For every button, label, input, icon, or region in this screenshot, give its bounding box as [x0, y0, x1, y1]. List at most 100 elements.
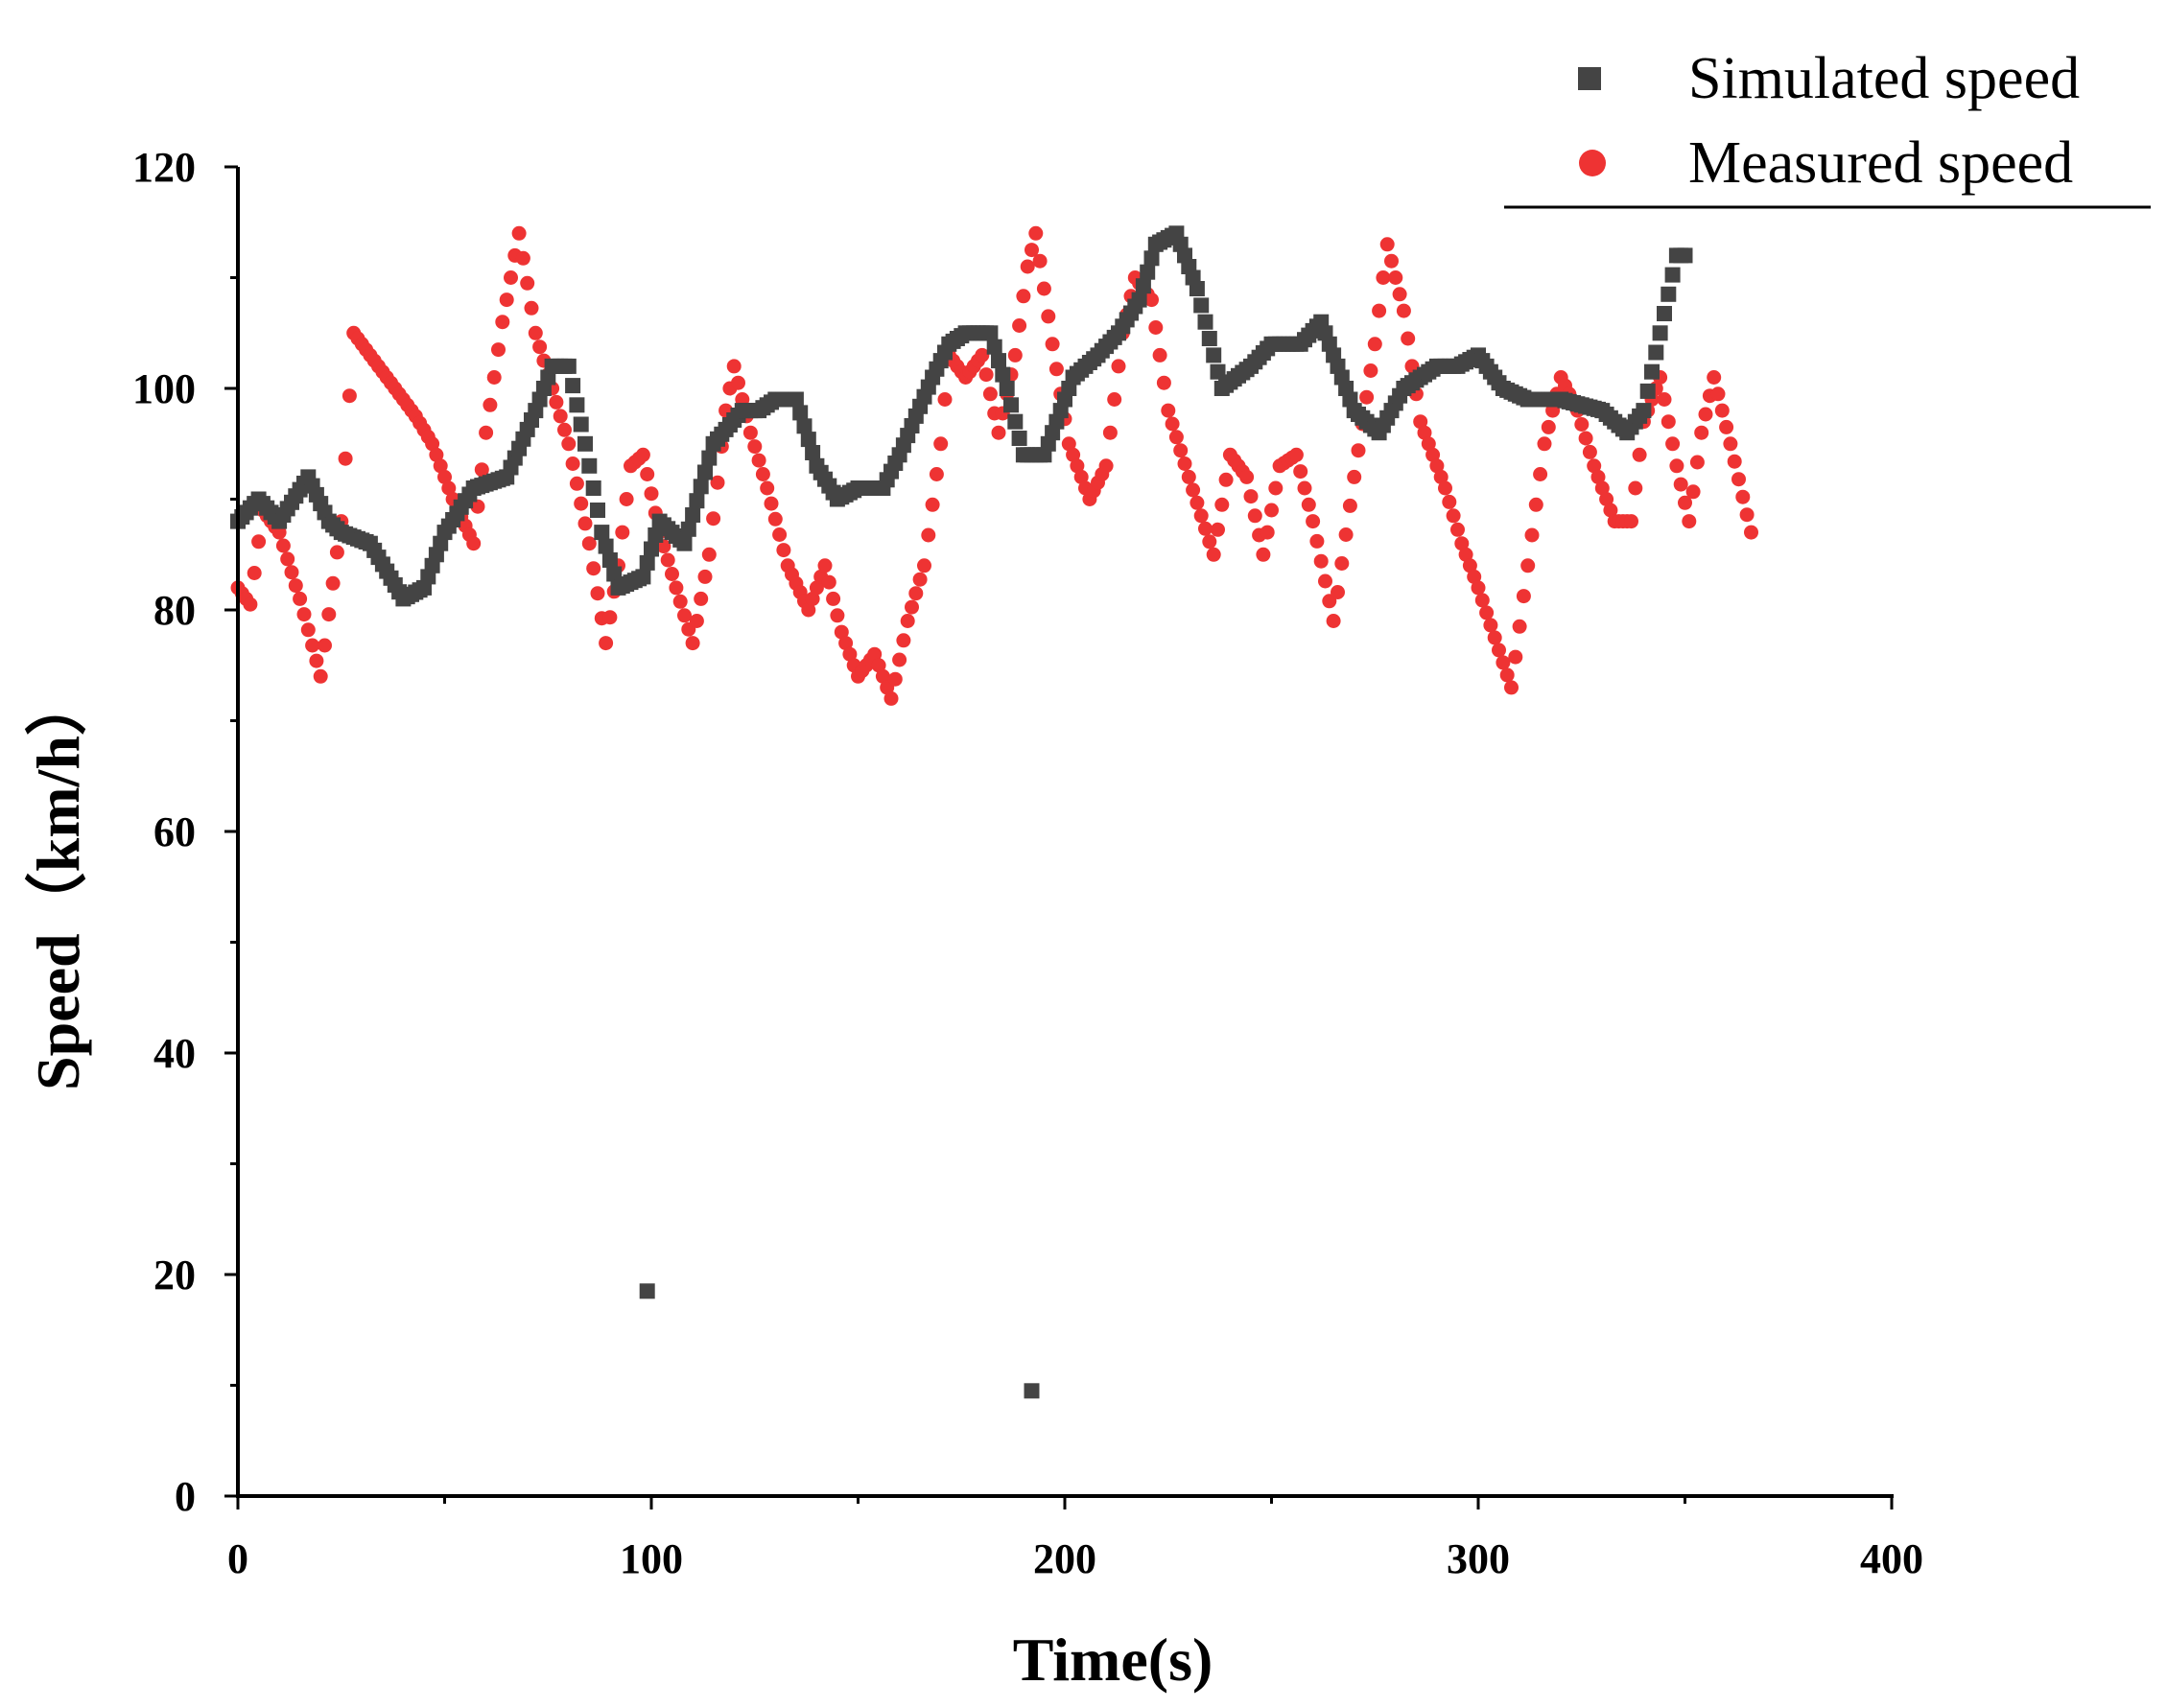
- measured-speed-point: [557, 422, 572, 437]
- simulated-speed-point: [1003, 397, 1019, 413]
- measured-speed-point: [697, 569, 713, 584]
- legend-label-simulated: Simulated speed: [1688, 46, 2080, 111]
- measured-speed-point: [1214, 497, 1230, 512]
- measured-speed-point: [1359, 389, 1375, 405]
- measured-speed-point: [1661, 414, 1676, 430]
- measured-speed-point: [569, 476, 584, 491]
- simulated-speed-point: [701, 450, 718, 466]
- measured-speed-point: [937, 392, 953, 407]
- measured-speed-point: [615, 525, 630, 540]
- measured-speed-point: [805, 591, 820, 606]
- measured-speed-point: [1516, 589, 1531, 604]
- measured-speed-point: [284, 565, 299, 580]
- measured-speed-point: [826, 591, 841, 606]
- measured-speed-point: [1036, 281, 1051, 296]
- measured-speed-point: [1657, 392, 1672, 407]
- measured-speed-point: [504, 270, 518, 285]
- measured-speed-point: [441, 480, 457, 496]
- measured-speed-point: [1537, 436, 1552, 452]
- measured-speed-point: [1483, 618, 1498, 633]
- measured-speed-point: [1603, 503, 1618, 518]
- measured-speed-point: [561, 436, 577, 452]
- measured-speed-point: [1189, 495, 1205, 510]
- measured-speed-point: [1048, 362, 1064, 377]
- measured-speed-point: [1239, 469, 1255, 484]
- measured-speed-point: [1202, 534, 1217, 550]
- simulated-speed-point: [788, 391, 804, 408]
- measured-speed-point: [1474, 593, 1490, 608]
- measured-speed-point: [1719, 419, 1734, 434]
- measured-speed-point: [1061, 436, 1076, 452]
- measured-speed-point: [1331, 585, 1345, 599]
- y-tick-label: 40: [153, 1030, 196, 1077]
- y-tick-label: 0: [175, 1473, 196, 1520]
- measured-speed-point: [776, 543, 791, 558]
- measured-speed-point: [491, 342, 506, 358]
- measured-speed-point: [479, 425, 494, 440]
- x-tick-label: 100: [620, 1535, 683, 1582]
- measured-speed-point: [1186, 482, 1201, 498]
- measured-speed-point: [553, 409, 568, 424]
- simulated-speed-point: [585, 480, 601, 496]
- measured-speed-point: [1379, 237, 1395, 252]
- measured-speed-point: [590, 586, 605, 601]
- measured-speed-point: [1678, 495, 1692, 510]
- measured-speed-point: [483, 397, 498, 412]
- measured-speed-point: [1541, 419, 1556, 434]
- measured-speed-point: [1334, 556, 1350, 571]
- x-tick-label: 200: [1033, 1535, 1096, 1582]
- measured-speed-point: [887, 671, 903, 687]
- measured-speed-point: [1045, 337, 1060, 352]
- simulated-speed-point: [1143, 250, 1160, 267]
- simulated-speed-point: [999, 381, 1015, 396]
- measured-speed-point: [838, 636, 854, 651]
- measured-speed-point: [1351, 443, 1366, 458]
- measured-speed-point: [1177, 456, 1192, 471]
- measured-speed-point: [243, 597, 258, 612]
- measured-speed-point: [1433, 469, 1449, 484]
- measured-speed-point: [532, 339, 548, 355]
- measured-speed-point: [1714, 403, 1730, 418]
- simulated-speed-point: [594, 525, 610, 541]
- measured-speed-point: [1297, 480, 1312, 496]
- simulated-speed-point: [986, 339, 1002, 355]
- measured-speed-point: [280, 551, 295, 567]
- simulated-speed-point: [676, 535, 693, 551]
- measured-speed-point: [1032, 253, 1048, 269]
- simulated-speed-point: [697, 464, 713, 480]
- measured-speed-point: [1524, 527, 1540, 543]
- measured-speed-point: [581, 536, 597, 551]
- simulated-speed-point: [644, 541, 659, 557]
- measured-speed-point: [1454, 536, 1470, 551]
- measured-speed-point: [1193, 508, 1209, 524]
- simulated-speed-point: [639, 1283, 655, 1299]
- measured-speed-point: [1012, 318, 1027, 333]
- measured-speed-point: [437, 469, 452, 484]
- measured-speed-point: [1293, 464, 1308, 480]
- measured-speed-point: [293, 591, 308, 606]
- measured-speed-point: [1624, 514, 1638, 529]
- measured-speed-point: [1066, 447, 1081, 462]
- legend-square-marker: [1578, 67, 1601, 90]
- simulated-speed-point: [1201, 331, 1217, 346]
- measured-speed-point: [1438, 480, 1452, 496]
- measured-speed-point: [900, 614, 915, 628]
- measured-speed-point: [1342, 498, 1357, 513]
- simulated-speed-point: [800, 432, 816, 448]
- measured-speed-point: [275, 538, 291, 553]
- measured-speed-point: [1508, 649, 1523, 665]
- measured-speed-point: [309, 653, 324, 668]
- simulated-speed-point: [598, 538, 614, 554]
- measured-speed-point: [1458, 547, 1473, 562]
- measured-speed-point: [520, 275, 535, 291]
- measured-speed-point: [1492, 643, 1506, 658]
- measured-speed-point: [917, 558, 931, 573]
- simulated-speed-point: [685, 507, 701, 523]
- measured-speed-point: [1098, 458, 1114, 474]
- measured-speed-point: [1520, 558, 1536, 573]
- measured-speed-point: [929, 467, 944, 481]
- measured-speed-point: [1578, 431, 1593, 446]
- simulated-speed-point: [577, 435, 593, 452]
- simulated-speed-point: [1636, 403, 1652, 419]
- simulated-speed-point: [1193, 297, 1210, 314]
